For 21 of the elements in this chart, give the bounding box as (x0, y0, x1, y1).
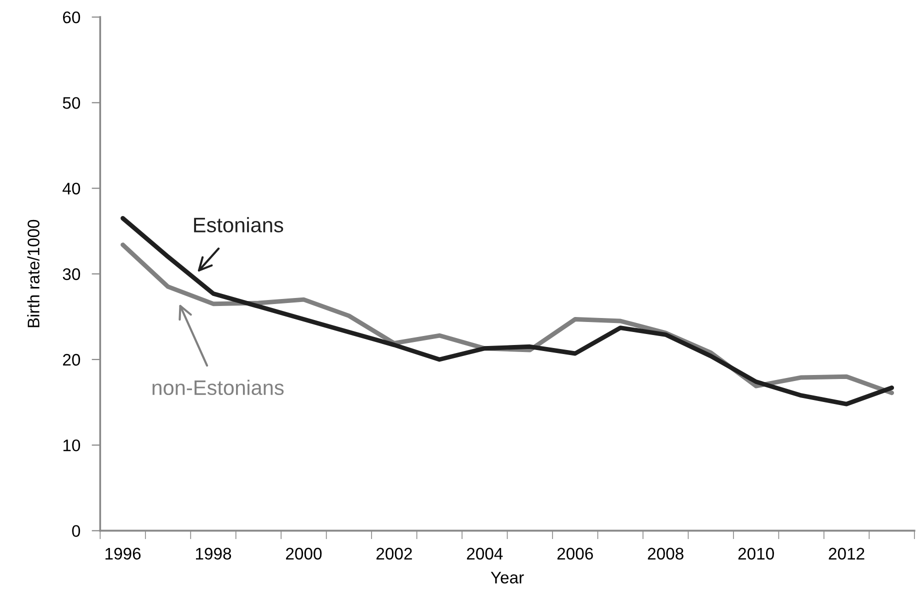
y-tick-label: 0 (72, 525, 80, 537)
x-tick-label: 2004 (466, 548, 503, 560)
x-axis-title: Year (490, 572, 524, 584)
x-tick-label: 2002 (376, 548, 412, 560)
series-label: Estonians (194, 217, 284, 232)
x-tick-label: 2012 (828, 548, 864, 560)
y-tick-label: 40 (62, 182, 80, 194)
y-tick-label: 50 (62, 97, 80, 109)
x-tick-label: 2006 (557, 548, 593, 560)
y-tick-label: 60 (63, 11, 80, 24)
y-tick-label: 20 (63, 354, 80, 366)
x-tick-label: 1998 (196, 548, 232, 560)
x-tick-label: 2010 (738, 548, 774, 560)
x-tick-label: 2000 (286, 548, 322, 560)
x-tick-label: 1996 (106, 548, 141, 560)
y-axis-title: Birth rate/1000 (27, 220, 40, 328)
x-tick-label: 2008 (648, 548, 684, 560)
y-tick-label: 30 (62, 268, 80, 280)
line-series (120, 216, 894, 406)
text: non-Estonians (152, 380, 284, 396)
y-tick-label: 10 (63, 440, 80, 452)
